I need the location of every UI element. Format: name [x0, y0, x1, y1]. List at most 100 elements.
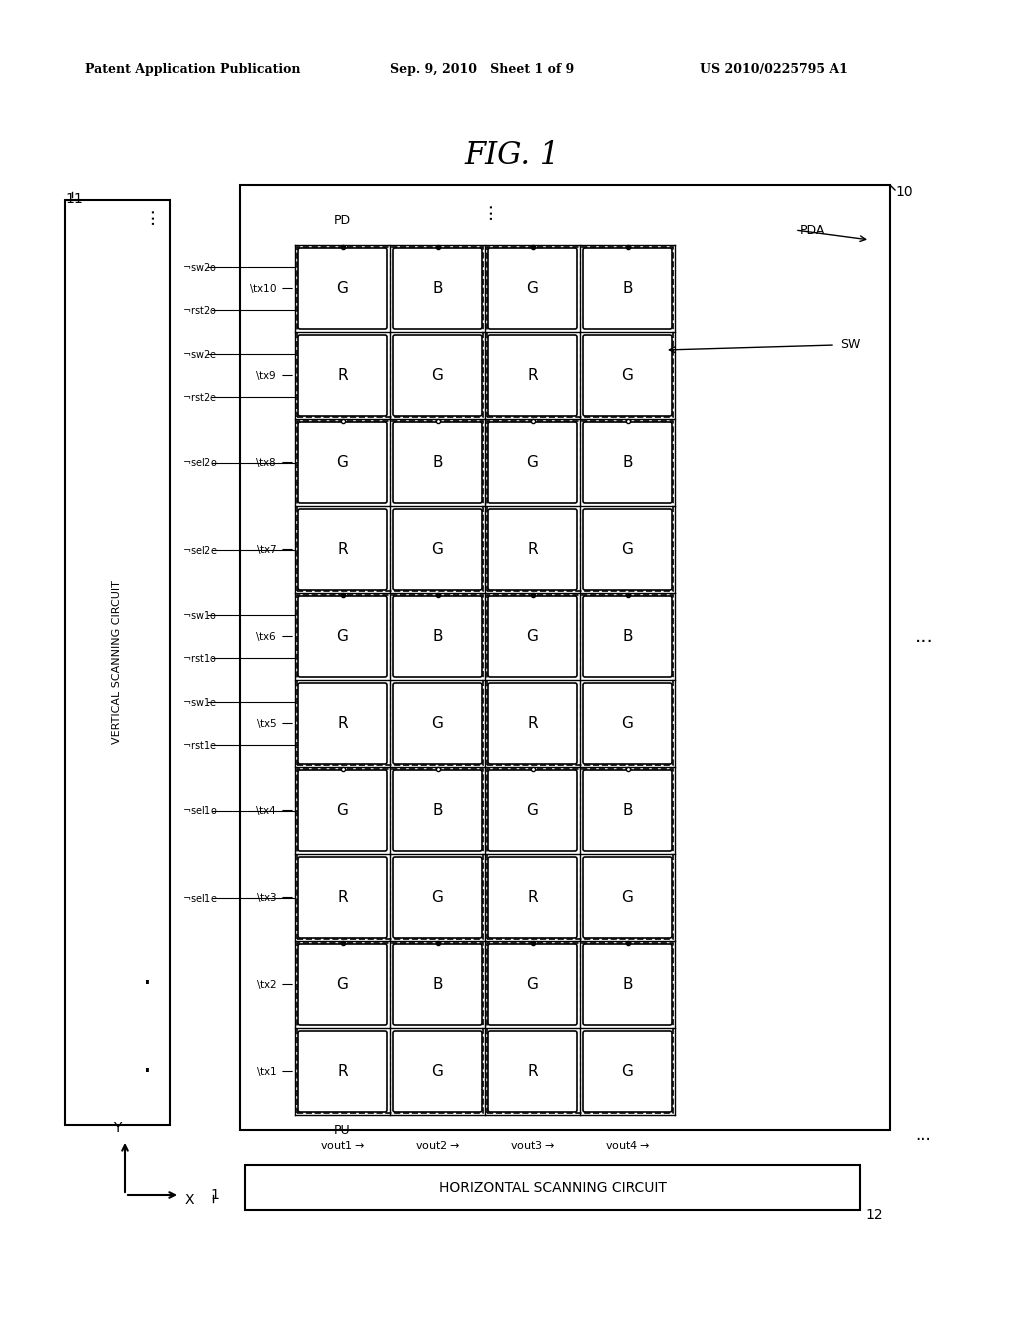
Text: vout3$\rightarrow$: vout3$\rightarrow$	[510, 1139, 555, 1151]
Text: G: G	[337, 281, 348, 296]
FancyBboxPatch shape	[393, 597, 482, 677]
Text: B: B	[432, 630, 442, 644]
Text: B: B	[623, 455, 633, 470]
Text: $\neg$sel2e: $\neg$sel2e	[182, 544, 218, 556]
Text: G: G	[431, 715, 443, 731]
FancyBboxPatch shape	[298, 944, 387, 1026]
Bar	[297, 247, 483, 417]
Text: FIG. 1: FIG. 1	[464, 140, 560, 170]
Bar	[297, 595, 483, 766]
Text: $\neg$sel2o: $\neg$sel2o	[182, 457, 217, 469]
Bar	[487, 247, 673, 417]
Text: $\neg$rst1e: $\neg$rst1e	[182, 739, 217, 751]
FancyBboxPatch shape	[488, 248, 577, 329]
Text: vout2$\rightarrow$: vout2$\rightarrow$	[415, 1139, 460, 1151]
Text: VERTICAL SCANNING CIRCUIT: VERTICAL SCANNING CIRCUIT	[113, 581, 123, 744]
Text: B: B	[623, 977, 633, 993]
Text: Y: Y	[113, 1121, 121, 1135]
FancyBboxPatch shape	[298, 335, 387, 416]
Text: G: G	[622, 1064, 634, 1078]
Text: $\backslash$tx8: $\backslash$tx8	[255, 455, 278, 469]
FancyBboxPatch shape	[393, 248, 482, 329]
Text: R: R	[337, 368, 348, 383]
Text: 12: 12	[865, 1208, 883, 1222]
Text: G: G	[622, 715, 634, 731]
Text: ...: ...	[137, 206, 157, 224]
Text: $\neg$rst1o: $\neg$rst1o	[182, 652, 217, 664]
Text: B: B	[432, 281, 442, 296]
Bar	[487, 595, 673, 766]
Text: ·: ·	[142, 970, 152, 998]
Text: B: B	[623, 803, 633, 818]
Text: R: R	[337, 715, 348, 731]
Text: PU: PU	[334, 1123, 351, 1137]
FancyBboxPatch shape	[583, 597, 672, 677]
Text: $\neg$sw2e: $\neg$sw2e	[182, 347, 217, 360]
Text: G: G	[526, 455, 539, 470]
Bar	[487, 770, 673, 939]
Text: G: G	[337, 803, 348, 818]
Text: Sep. 9, 2010   Sheet 1 of 9: Sep. 9, 2010 Sheet 1 of 9	[390, 63, 574, 77]
Text: $\backslash$tx9: $\backslash$tx9	[255, 370, 278, 381]
FancyBboxPatch shape	[583, 682, 672, 764]
FancyBboxPatch shape	[583, 422, 672, 503]
FancyBboxPatch shape	[393, 770, 482, 851]
Text: $\neg$sel1o: $\neg$sel1o	[182, 804, 217, 817]
FancyBboxPatch shape	[298, 248, 387, 329]
Bar	[297, 421, 483, 591]
Text: G: G	[431, 890, 443, 906]
Text: $\backslash$tx7: $\backslash$tx7	[256, 543, 278, 556]
Text: G: G	[526, 281, 539, 296]
Text: $\backslash$tx6: $\backslash$tx6	[255, 630, 278, 643]
Text: PD: PD	[334, 214, 351, 227]
FancyBboxPatch shape	[298, 597, 387, 677]
Text: B: B	[432, 977, 442, 993]
Text: G: G	[431, 368, 443, 383]
FancyBboxPatch shape	[393, 335, 482, 416]
Text: G: G	[526, 803, 539, 818]
Text: Patent Application Publication: Patent Application Publication	[85, 63, 300, 77]
FancyBboxPatch shape	[393, 682, 482, 764]
Text: $\neg$rst2o: $\neg$rst2o	[182, 304, 217, 317]
FancyBboxPatch shape	[583, 857, 672, 939]
Text: SW: SW	[840, 338, 860, 351]
Text: X: X	[185, 1193, 195, 1206]
Bar	[487, 942, 673, 1113]
Text: ...: ...	[915, 1126, 931, 1144]
Text: R: R	[527, 368, 538, 383]
Text: PDA: PDA	[800, 223, 825, 236]
Text: G: G	[622, 543, 634, 557]
Text: $\backslash$tx5: $\backslash$tx5	[256, 717, 278, 730]
FancyBboxPatch shape	[488, 770, 577, 851]
FancyBboxPatch shape	[583, 1031, 672, 1111]
Text: R: R	[527, 543, 538, 557]
FancyBboxPatch shape	[298, 422, 387, 503]
Text: $\backslash$tx1: $\backslash$tx1	[256, 1065, 278, 1078]
Text: G: G	[622, 890, 634, 906]
FancyBboxPatch shape	[298, 510, 387, 590]
Text: 1: 1	[210, 1188, 219, 1203]
FancyBboxPatch shape	[583, 248, 672, 329]
FancyBboxPatch shape	[583, 335, 672, 416]
FancyBboxPatch shape	[393, 510, 482, 590]
FancyBboxPatch shape	[488, 597, 577, 677]
FancyBboxPatch shape	[298, 770, 387, 851]
FancyBboxPatch shape	[393, 944, 482, 1026]
Text: G: G	[337, 455, 348, 470]
FancyBboxPatch shape	[488, 1031, 577, 1111]
FancyBboxPatch shape	[488, 422, 577, 503]
Text: ...: ...	[915, 627, 934, 645]
Text: vout1$\rightarrow$: vout1$\rightarrow$	[321, 1139, 365, 1151]
FancyBboxPatch shape	[298, 1031, 387, 1111]
FancyBboxPatch shape	[583, 944, 672, 1026]
Text: G: G	[622, 368, 634, 383]
Text: R: R	[337, 543, 348, 557]
Text: $\backslash$tx3: $\backslash$tx3	[256, 891, 278, 904]
FancyBboxPatch shape	[298, 682, 387, 764]
FancyBboxPatch shape	[583, 770, 672, 851]
Text: G: G	[526, 630, 539, 644]
FancyBboxPatch shape	[488, 944, 577, 1026]
Text: 11: 11	[65, 191, 83, 206]
Bar	[245, 1166, 860, 1210]
Text: B: B	[623, 281, 633, 296]
